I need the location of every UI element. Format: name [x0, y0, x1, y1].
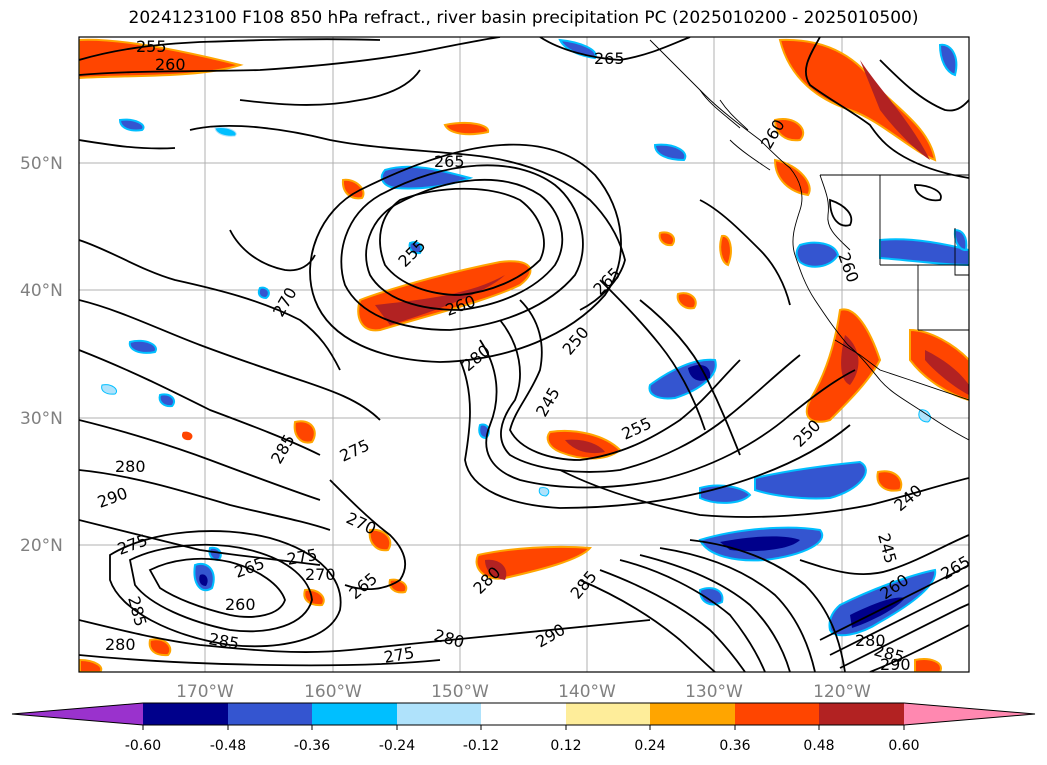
- lon-label-130w: 130°W: [685, 682, 743, 702]
- contour-label: 280: [115, 457, 146, 476]
- colorbar-tick-label: 0.48: [803, 738, 834, 754]
- lon-label-120w: 120°W: [813, 682, 871, 702]
- colorbar-tick-label: -0.36: [294, 738, 330, 754]
- latitude-labels: 50°N 40°N 30°N 20°N: [20, 154, 63, 556]
- contour-label: 280: [855, 631, 886, 650]
- lat-label-40n: 40°N: [20, 281, 63, 301]
- colorbar-extend-max: [904, 703, 1035, 725]
- colorbar-tick-label: 0.12: [550, 738, 581, 754]
- colorbar-tick-label: -0.12: [463, 738, 499, 754]
- contour-label: 265: [594, 49, 625, 68]
- colorbar: -0.60 -0.48 -0.36 -0.24 -0.12 0.12 0.24 …: [11, 702, 1036, 754]
- lat-label-50n: 50°N: [20, 154, 63, 174]
- colorbar-segment: [481, 703, 566, 725]
- map-title: 2024123100 F108 850 hPa refract., river …: [128, 8, 919, 28]
- contour-label: 265: [434, 152, 465, 171]
- colorbar-segment: [312, 703, 397, 725]
- colorbar-tick-label: 0.24: [634, 738, 665, 754]
- colorbar-segment: [819, 703, 904, 725]
- lon-label-160w: 160°W: [304, 682, 362, 702]
- colorbar-tick-label: -0.48: [210, 738, 246, 754]
- negative-precip-patches: [101, 38, 969, 637]
- contour-label: 280: [105, 635, 136, 654]
- colorbar-segment: [735, 703, 820, 725]
- lat-label-20n: 20°N: [20, 536, 63, 556]
- colorbar-tick-label: 0.60: [888, 738, 919, 754]
- colorbar-segment: [143, 703, 228, 725]
- coastline: [649, 39, 969, 441]
- lon-label-170w: 170°W: [176, 682, 234, 702]
- lon-label-150w: 150°W: [431, 682, 489, 702]
- contour-label: 260: [225, 595, 256, 614]
- lat-label-30n: 30°N: [20, 409, 63, 429]
- contour-label: 270: [305, 565, 336, 584]
- colorbar-segment: [566, 703, 651, 725]
- colorbar-tick-label: 0.36: [719, 738, 750, 754]
- colorbar-tick-label: -0.60: [125, 738, 161, 754]
- colorbar-segment: [397, 703, 482, 725]
- lon-label-140w: 140°W: [558, 682, 616, 702]
- colorbar-tick-label: -0.24: [379, 738, 415, 754]
- contour-label: 260: [155, 55, 186, 74]
- refractivity-contours: [79, 37, 969, 672]
- graticule: [79, 37, 969, 672]
- colorbar-segment: [650, 703, 735, 725]
- map-frame: [78, 36, 970, 673]
- colorbar-extend-min: [12, 703, 143, 725]
- contour-label: 255: [136, 37, 167, 56]
- longitude-labels: 170°W 160°W 150°W 140°W 130°W 120°W: [176, 682, 871, 702]
- contour-label: 290: [880, 655, 911, 674]
- colorbar-segment: [228, 703, 313, 725]
- positive-precip-patches: [79, 38, 969, 672]
